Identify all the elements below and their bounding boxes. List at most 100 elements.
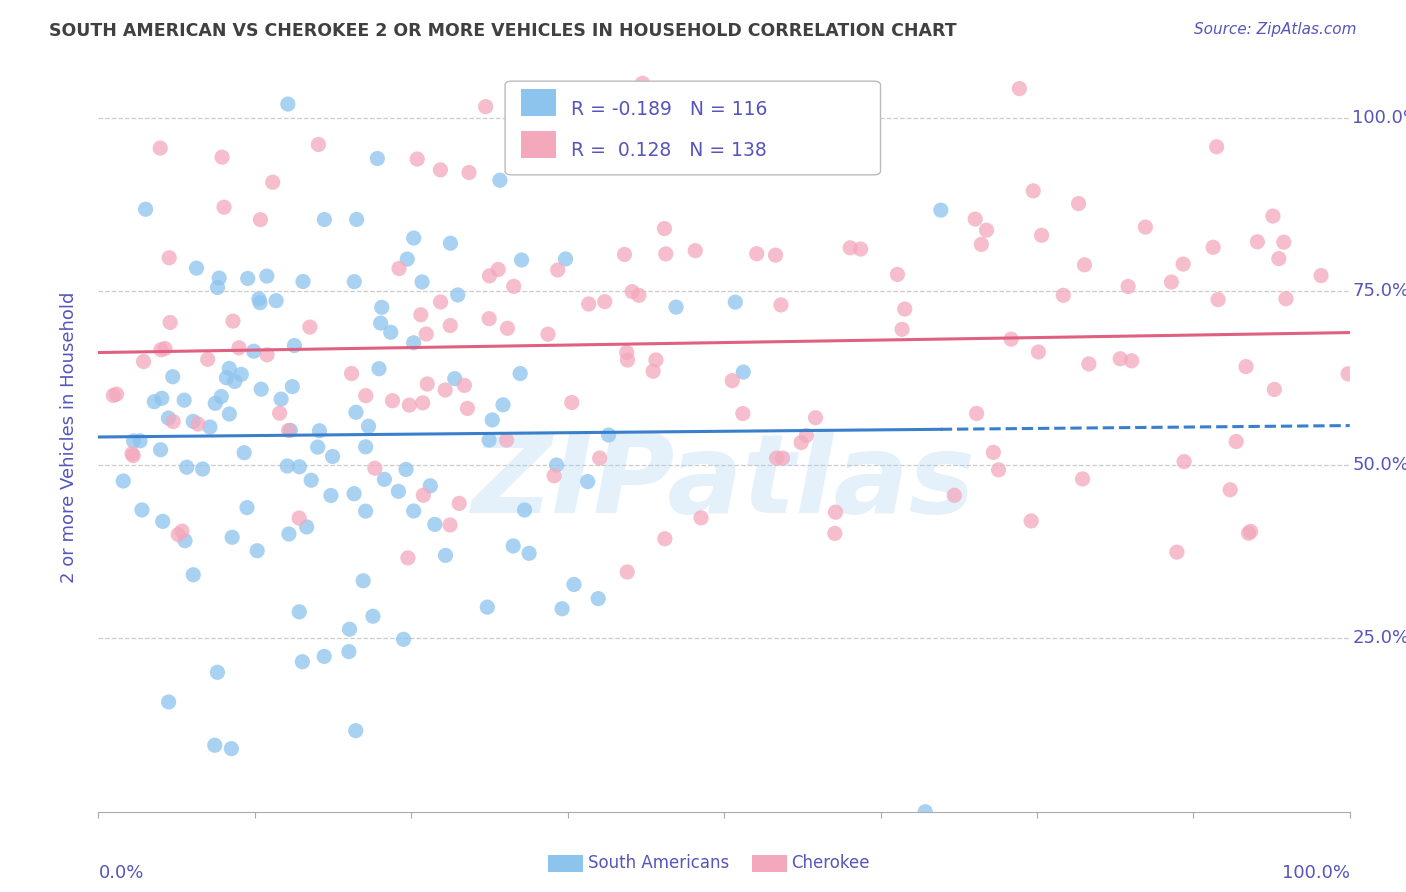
Point [395,462,418,476]
Point [796,428,818,442]
Point [724,295,747,310]
Point [1031,228,1053,243]
Point [173,393,195,408]
Point [221,741,243,756]
Point [354,389,377,403]
Point [733,365,755,379]
Point [1337,367,1360,381]
Point [1261,209,1284,223]
Point [181,414,204,428]
Point [103,388,125,402]
Point [481,413,503,427]
Point [478,311,501,326]
Point [277,97,299,112]
Point [157,411,180,425]
Point [387,484,409,499]
Point [509,367,531,381]
Point [233,446,256,460]
Point [598,428,620,442]
Point [176,460,198,475]
Point [517,546,540,560]
Point [616,353,638,368]
Point [159,315,181,329]
Point [228,341,250,355]
Point [474,100,496,114]
Point [402,231,425,245]
Point [645,353,668,368]
Point [299,473,322,487]
Point [1263,383,1285,397]
Point [246,543,269,558]
Point [627,288,650,302]
Point [222,314,245,328]
Point [236,500,259,515]
Point [690,511,713,525]
Point [613,247,636,261]
Point [218,361,240,376]
Point [212,200,235,214]
Point [276,458,298,473]
Point [495,433,517,447]
Point [965,212,987,227]
Point [478,433,501,447]
Point [131,503,153,517]
Point [588,451,610,466]
Point [1202,240,1225,254]
Point [489,173,512,187]
Point [398,398,420,412]
Point [1246,235,1268,249]
Point [551,601,574,615]
Point [402,335,425,350]
Point [654,532,676,546]
Point [249,212,271,227]
Point [765,248,787,262]
Point [1121,353,1143,368]
Point [322,450,344,464]
Point [207,280,229,294]
Point [105,387,128,401]
Point [264,293,287,308]
Point [256,348,278,362]
Point [209,390,232,404]
Point [578,297,600,311]
Point [354,504,377,518]
Point [221,530,243,544]
Point [1239,524,1261,539]
Point [1206,293,1229,307]
Point [929,203,952,218]
Point [429,295,451,310]
Point [162,369,184,384]
Point [510,252,533,267]
Point [308,424,330,438]
Point [513,503,536,517]
Point [1028,345,1050,359]
Point [976,223,998,237]
Point [453,378,475,392]
Point [224,375,246,389]
Point [269,406,291,420]
Point [204,396,226,410]
Point [1160,275,1182,289]
Point [132,354,155,368]
Text: SOUTH AMERICAN VS CHEROKEE 2 OR MORE VEHICLES IN HOUSEHOLD CORRELATION CHART: SOUTH AMERICAN VS CHEROKEE 2 OR MORE VEH… [49,22,957,40]
Point [447,288,470,302]
Point [655,247,678,261]
Point [970,237,993,252]
Point [307,440,329,454]
Point [412,488,434,502]
Point [174,533,197,548]
Text: Cherokee: Cherokee [792,855,870,872]
Point [314,649,336,664]
Point [654,221,676,235]
Point [291,655,314,669]
Point [769,298,792,312]
Point [157,695,180,709]
Text: 50.0%: 50.0% [1353,456,1406,474]
Text: South Americans: South Americans [588,855,728,872]
Text: Source: ZipAtlas.com: Source: ZipAtlas.com [1194,22,1357,37]
Point [1022,184,1045,198]
Point [344,723,367,738]
Point [576,475,599,489]
Text: ZIPatlas: ZIPatlas [472,428,976,535]
Point [621,285,644,299]
